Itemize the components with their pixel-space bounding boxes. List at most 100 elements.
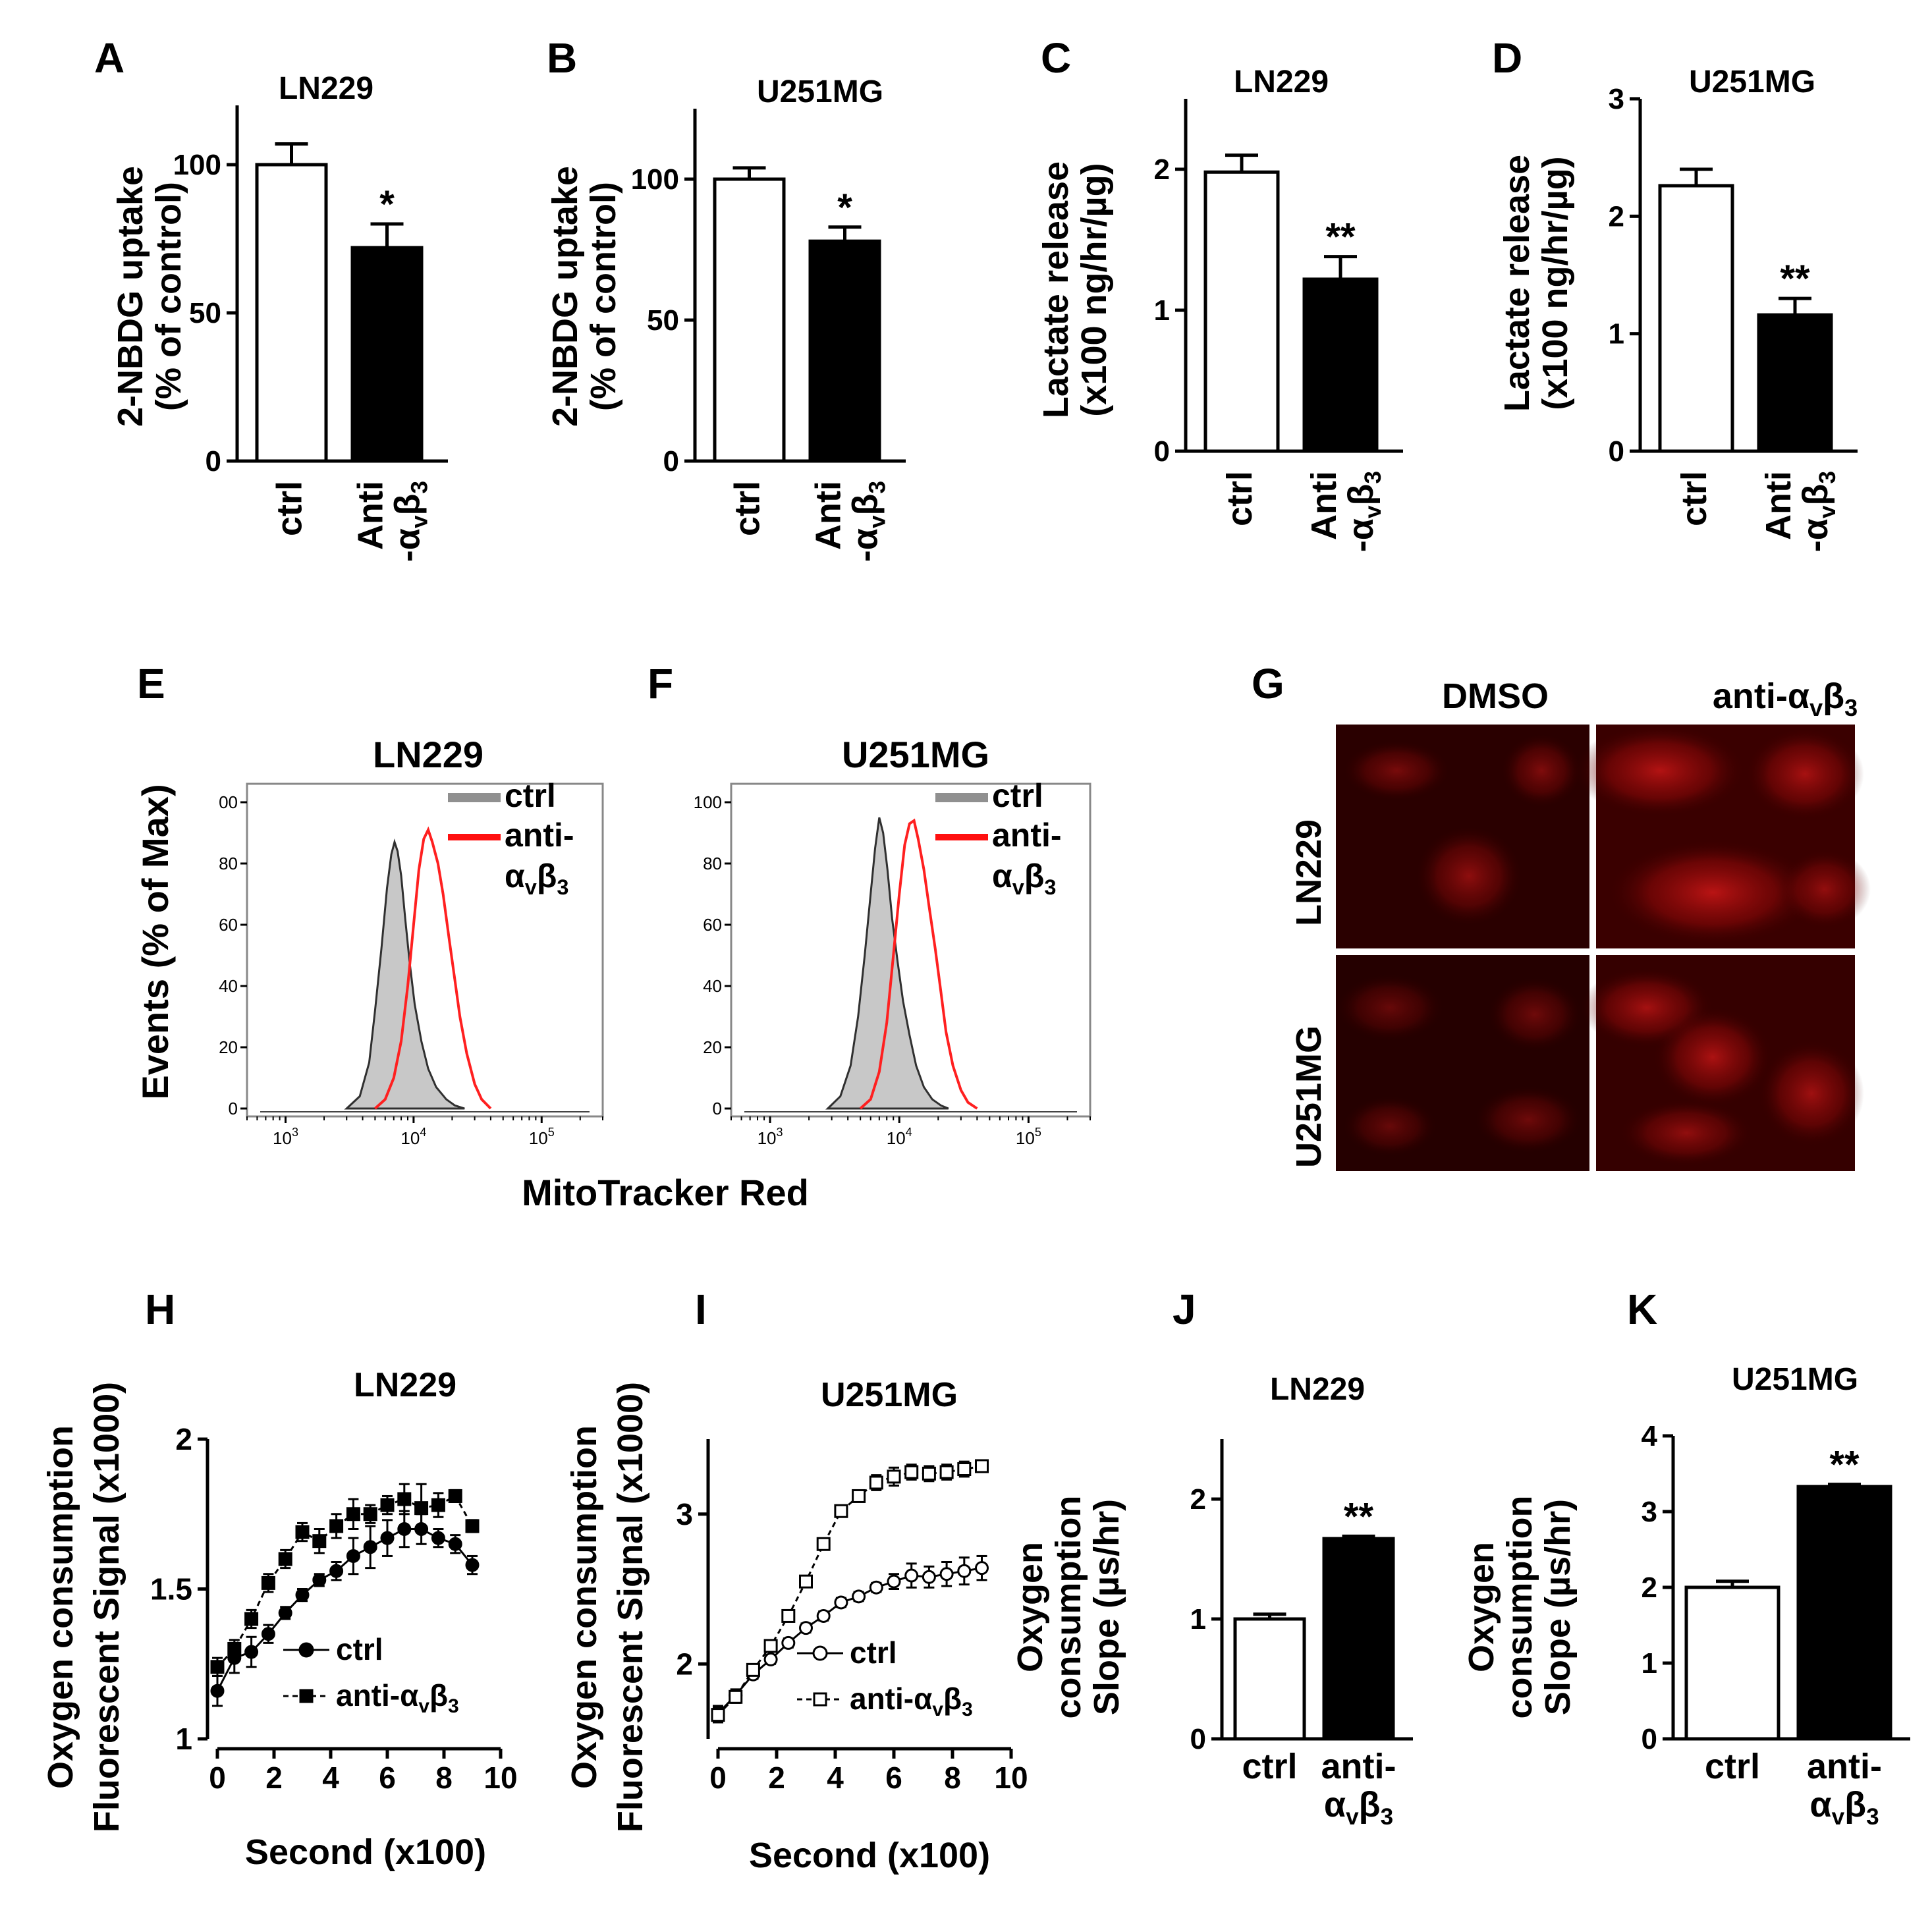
- data-point-anti: [312, 1534, 327, 1548]
- y-axis-label: Lactate release: [1497, 155, 1537, 412]
- y-axis-label: (x100 ng/hr/µg): [1535, 156, 1575, 410]
- data-point-ctrl: [244, 1645, 259, 1659]
- significance-marker: *: [837, 186, 852, 229]
- data-point-anti: [295, 1525, 310, 1539]
- x-tick-label: 0: [209, 1761, 226, 1795]
- data-point-ctrl: [312, 1573, 327, 1587]
- flow-xlabel: MitoTracker Red: [522, 1172, 809, 1213]
- plot-frame: [246, 782, 604, 1118]
- bar-ctrl: [1658, 184, 1734, 453]
- data-point-anti: [887, 1469, 901, 1484]
- data-point-ctrl: [816, 1608, 831, 1623]
- data-point-ctrl: [295, 1588, 310, 1603]
- legend-label-ctrl: ctrl: [505, 777, 556, 814]
- y-axis-label: Oxygen: [1462, 1542, 1501, 1672]
- y-axis-label: 2-NBDG uptake: [111, 166, 150, 427]
- y-tick-label: 2: [1190, 1483, 1206, 1516]
- histogram-anti: [859, 818, 978, 1110]
- y-tick-label: 100: [694, 792, 722, 812]
- microscopy-row-label-u251mg: U251MG: [1289, 1026, 1329, 1168]
- y-tick-label: 2: [1642, 1572, 1657, 1604]
- chart-B: 0 50 100 U251MG 2-NBDG uptake(% of control) c…: [545, 74, 906, 562]
- y-tick-label: 1: [175, 1722, 192, 1756]
- data-point-anti: [210, 1660, 225, 1674]
- x-tick-label: 104: [887, 1126, 912, 1148]
- x-tick-label: 103: [758, 1126, 783, 1148]
- panel-letter-D: D: [1492, 34, 1522, 82]
- data-point-anti: [363, 1507, 377, 1521]
- y-tick-label: 40: [703, 976, 722, 996]
- legend-label-ctrl: ctrl: [992, 777, 1043, 814]
- bar-ctrl: [1684, 1585, 1780, 1741]
- x-tick-label: 6: [885, 1761, 902, 1795]
- category-label: ctrl: [1220, 471, 1259, 526]
- y-tick-label: 80: [219, 854, 238, 873]
- panel-letter-J: J: [1173, 1286, 1196, 1333]
- y-tick-label: 100: [631, 163, 679, 196]
- legend-marker-anti: [299, 1689, 314, 1703]
- microscopy-row-label-ln229: LN229: [1289, 819, 1329, 926]
- data-point-ctrl: [887, 1574, 901, 1589]
- data-point-ctrl: [363, 1540, 377, 1554]
- legend-label-anti: αvβ3: [992, 858, 1056, 899]
- legend-label-anti: anti-: [992, 817, 1062, 854]
- bar-ctrl: [255, 163, 328, 463]
- category-label: αvβ3: [1809, 1785, 1879, 1830]
- data-point-ctrl: [869, 1580, 883, 1595]
- panel-letter-F: F: [648, 660, 673, 707]
- y-tick-label: 0: [229, 1099, 238, 1118]
- category-label: αvβ3: [1324, 1785, 1393, 1830]
- chart-H: 1 1.5 2 0 2 4 6 8 10 LN229 Second (x100) Oxygen con…: [41, 1366, 518, 1872]
- legend-label-anti: anti-αvβ3: [336, 1678, 459, 1717]
- data-point-anti: [711, 1708, 725, 1722]
- bar-antiv: [808, 239, 881, 463]
- series-line-ctrl: [717, 1567, 982, 1714]
- chart-title: LN229: [279, 71, 373, 106]
- x-tick-label: 8: [944, 1761, 961, 1795]
- chart-title: U251MG: [821, 1376, 958, 1414]
- y-tick-label: 1: [1190, 1603, 1206, 1635]
- x-tick-label: 8: [435, 1761, 453, 1795]
- legend-label-anti: anti-: [505, 817, 574, 854]
- category-label: Anti: [809, 481, 848, 550]
- legend-label-ctrl: ctrl: [336, 1632, 383, 1666]
- y-tick-label: 20: [703, 1037, 722, 1057]
- data-point-anti: [834, 1504, 848, 1518]
- chart-D: 0 1 2 3 U251MG Lactate release(x100 ng/hr/µg)…: [1497, 65, 1858, 552]
- y-axis-label: Oxygen consumption: [565, 1425, 604, 1789]
- x-tick-label: 2: [768, 1761, 785, 1795]
- data-point-ctrl: [922, 1570, 936, 1584]
- y-tick-label: 40: [219, 976, 238, 996]
- y-tick-label: 1: [1642, 1647, 1657, 1680]
- significance-marker: **: [1344, 1495, 1374, 1538]
- data-point-ctrl: [278, 1606, 292, 1620]
- x-tick-label: 10: [483, 1761, 517, 1795]
- y-tick-label: 60: [703, 915, 722, 935]
- legend-marker-ctrl: [812, 1645, 828, 1661]
- data-point-anti: [329, 1519, 344, 1533]
- category-label: anti-: [1321, 1747, 1396, 1786]
- series-line-anti: [717, 1465, 982, 1716]
- micro-image-ln229-dmso: [1336, 725, 1589, 948]
- x-tick-label: 103: [273, 1126, 298, 1148]
- y-axis-label: (% of control): [584, 182, 623, 411]
- panel-letter-G: G: [1252, 660, 1284, 707]
- data-point-anti: [278, 1552, 292, 1566]
- microscopy-panel-G: DMSO anti-αvβ3 LN229 U251MG: [1289, 676, 1871, 1171]
- data-point-anti: [380, 1498, 395, 1512]
- y-axis-label: Slope (µs/hr): [1538, 1499, 1578, 1715]
- bar-antiv: [350, 246, 424, 463]
- data-point-anti: [261, 1576, 275, 1590]
- data-point-anti: [227, 1642, 242, 1656]
- data-point-ctrl: [329, 1564, 344, 1578]
- data-point-anti: [397, 1492, 412, 1506]
- data-point-ctrl: [939, 1567, 954, 1581]
- x-tick-label: 105: [1016, 1126, 1041, 1148]
- data-point-ctrl: [957, 1564, 972, 1578]
- category-label: Anti: [351, 481, 391, 550]
- y-tick-label: 50: [647, 304, 679, 337]
- y-axis-label: Oxygen consumption: [41, 1425, 80, 1789]
